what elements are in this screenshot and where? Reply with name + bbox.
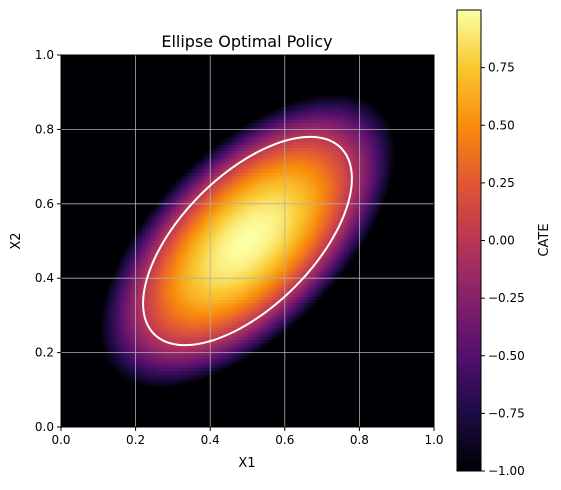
colorbar-tick-label: 0.75 xyxy=(488,61,515,75)
x-tick-label: 0.6 xyxy=(275,433,294,447)
y-tick-label: 0.2 xyxy=(35,346,54,360)
y-tick-label: 0.6 xyxy=(35,197,54,211)
colorbar-label: CATE xyxy=(537,223,552,256)
colorbar-frame xyxy=(456,9,482,472)
y-tick-label: 0.4 xyxy=(35,271,54,285)
colorbar-gradient xyxy=(457,10,481,471)
y-tick-label: 1.0 xyxy=(35,48,54,62)
x-tick-label: 0.2 xyxy=(126,433,145,447)
chart-title: Ellipse Optimal Policy xyxy=(161,32,332,51)
cate-heatmap xyxy=(61,55,434,427)
policy-ellipse-boundary xyxy=(142,135,353,347)
plot-frame xyxy=(60,54,435,428)
colorbar-tick-label: 0.50 xyxy=(488,118,515,132)
colorbar-tick-label: −0.75 xyxy=(488,406,525,420)
x-tick-label: 0.8 xyxy=(350,433,369,447)
colorbar-tick-label: −0.25 xyxy=(488,291,525,305)
colorbar-tick-label: −0.50 xyxy=(488,349,525,363)
colorbar-tick-label: −1.00 xyxy=(488,464,525,478)
y-axis-label: X2 xyxy=(9,232,24,249)
colorbar-tick-label: 0.25 xyxy=(488,176,515,190)
x-tick-label: 0.4 xyxy=(201,433,220,447)
colorbar-tick-label: 0.00 xyxy=(488,234,515,248)
x-tick-label: 1.0 xyxy=(424,433,443,447)
x-axis-label: X1 xyxy=(238,456,255,471)
y-tick-label: 0.8 xyxy=(35,122,54,136)
x-tick-label: 0.0 xyxy=(51,433,70,447)
y-tick-label: 0.0 xyxy=(35,420,54,434)
